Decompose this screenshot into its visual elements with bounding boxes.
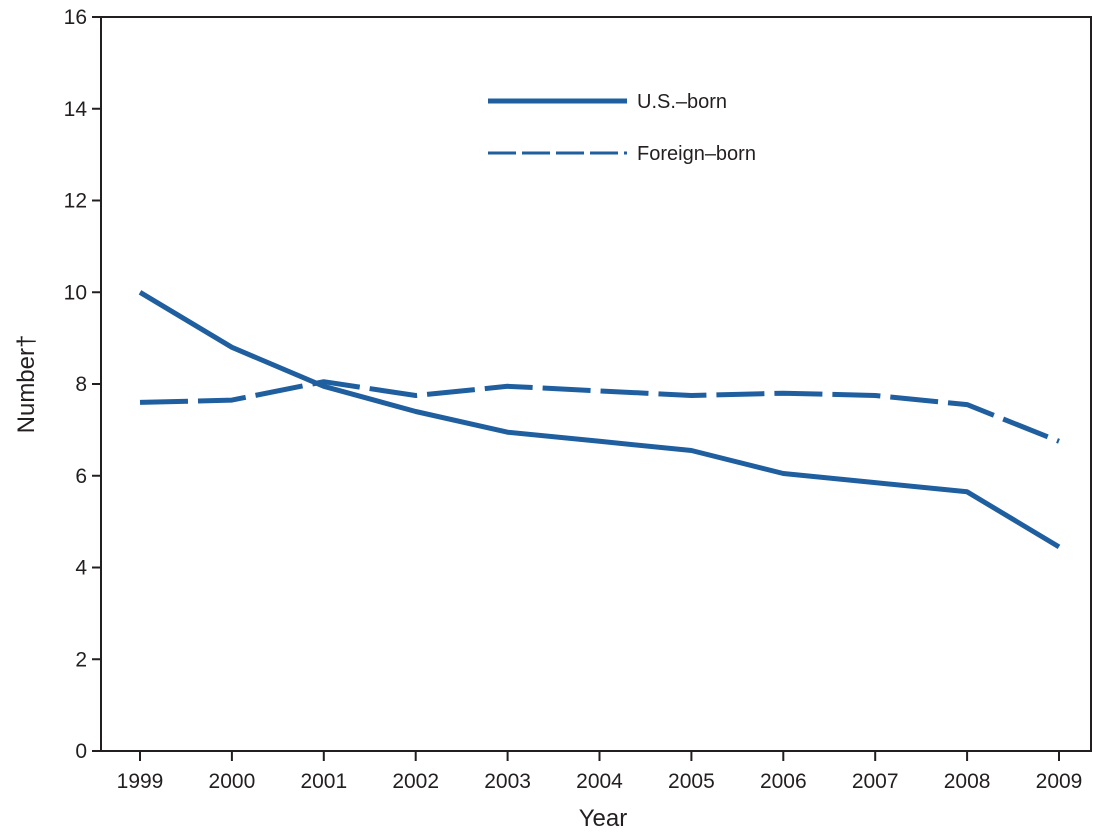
series-layer xyxy=(138,290,1061,550)
y-tick-label: 16 xyxy=(64,6,87,29)
y-tick-label: 4 xyxy=(75,557,87,580)
plot-area-frame xyxy=(100,16,1092,752)
x-tick-label: 2009 xyxy=(1036,770,1083,793)
x-tick-label: 2005 xyxy=(668,770,715,793)
x-axis: 1999 2000 2001 2002 2003 2004 2005 2006 2007 2008… xyxy=(117,751,1083,793)
x-tick-label: 2007 xyxy=(852,770,899,793)
x-tick-label: 2006 xyxy=(760,770,807,793)
y-tick-label: 2 xyxy=(75,648,87,671)
x-tick-label: 2008 xyxy=(944,770,991,793)
x-axis-title: Year xyxy=(579,805,628,832)
y-axis-title: Number† xyxy=(13,335,40,434)
x-tick-label: 2000 xyxy=(209,770,256,793)
series-line-us-born xyxy=(138,290,1061,550)
series-line-foreign-born xyxy=(139,379,1060,444)
legend-label: Foreign–born xyxy=(637,143,756,165)
legend-label: U.S.–born xyxy=(637,91,727,113)
x-tick-label: 2001 xyxy=(300,770,347,793)
x-tick-label: 2004 xyxy=(576,770,623,793)
x-tick-label: 1999 xyxy=(117,770,164,793)
y-tick-label: 0 xyxy=(75,740,87,763)
y-tick-label: 14 xyxy=(64,98,88,121)
y-tick-label: 12 xyxy=(64,190,87,213)
y-tick-label: 6 xyxy=(75,465,87,488)
y-axis: 0 2 4 6 8 10 12 14 16 xyxy=(64,6,101,763)
x-tick-label: 2002 xyxy=(392,770,439,793)
legend: U.S.–born Foreign–born xyxy=(488,91,756,165)
y-tick-label: 8 xyxy=(75,373,87,396)
y-tick-label: 10 xyxy=(64,281,87,304)
x-tick-label: 2003 xyxy=(484,770,531,793)
